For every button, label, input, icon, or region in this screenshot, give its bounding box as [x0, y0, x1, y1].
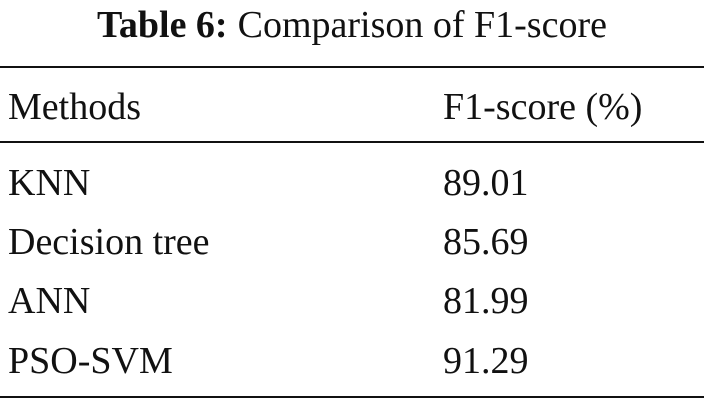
caption: Table 6: Comparison of F1-score [0, 6, 704, 44]
bottom-rule [0, 396, 704, 398]
method-cell: ANN [8, 280, 91, 322]
header-cell: F1-score (%) [443, 86, 643, 128]
header-rule [0, 141, 704, 143]
method-cell: Decision tree [8, 221, 210, 263]
score-cell: 89.01 [443, 162, 529, 204]
caption-text: Comparison of F1-score [237, 4, 607, 46]
score-cell: 85.69 [443, 221, 529, 263]
method-cell: KNN [8, 162, 91, 204]
score-cell: 81.99 [443, 280, 529, 322]
header-cell: Methods [8, 86, 141, 128]
method-cell: PSO-SVM [8, 340, 173, 382]
score-cell: 91.29 [443, 340, 529, 382]
caption-label: Table 6: [97, 4, 228, 46]
top-rule [0, 66, 704, 68]
